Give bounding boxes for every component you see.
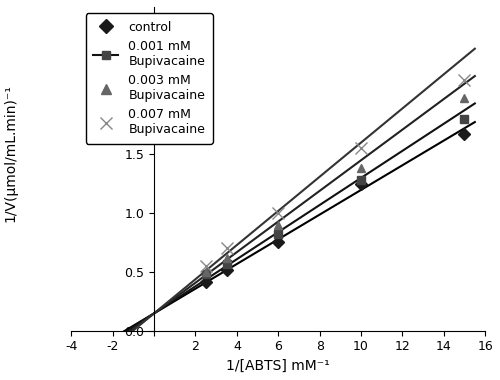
Line: 0.007 mM
Bupivacaine: 0.007 mM Bupivacaine	[200, 74, 470, 272]
0.001 mM
Bupivacaine	[358, 178, 364, 182]
0.003 mM
Bupivacaine	[358, 166, 364, 171]
0.003 mM
Bupivacaine	[203, 270, 209, 274]
control	[462, 132, 468, 136]
Y-axis label: 1/V(μmol/mL.min)⁻¹: 1/V(μmol/mL.min)⁻¹	[4, 84, 18, 222]
0.003 mM
Bupivacaine	[224, 255, 230, 260]
0.007 mM
Bupivacaine	[275, 211, 281, 215]
0.007 mM
Bupivacaine	[358, 146, 364, 150]
0.003 mM
Bupivacaine	[462, 95, 468, 100]
Line: control: control	[202, 130, 468, 287]
0.007 mM
Bupivacaine	[462, 78, 468, 82]
control	[358, 181, 364, 186]
X-axis label: 1/[ABTS] mM⁻¹: 1/[ABTS] mM⁻¹	[226, 359, 330, 373]
0.007 mM
Bupivacaine	[203, 264, 209, 268]
0.001 mM
Bupivacaine	[462, 117, 468, 121]
control	[224, 267, 230, 272]
Legend: control, 0.001 mM
Bupivacaine, 0.003 mM
Bupivacaine, 0.007 mM
Bupivacaine: control, 0.001 mM Bupivacaine, 0.003 mM …	[86, 13, 212, 144]
control	[275, 240, 281, 245]
0.001 mM
Bupivacaine	[224, 261, 230, 266]
0.001 mM
Bupivacaine	[275, 232, 281, 236]
control	[203, 280, 209, 285]
Line: 0.001 mM
Bupivacaine: 0.001 mM Bupivacaine	[202, 115, 468, 279]
Line: 0.003 mM
Bupivacaine: 0.003 mM Bupivacaine	[202, 93, 468, 276]
0.007 mM
Bupivacaine	[224, 246, 230, 251]
0.003 mM
Bupivacaine	[275, 223, 281, 227]
0.001 mM
Bupivacaine	[203, 272, 209, 277]
